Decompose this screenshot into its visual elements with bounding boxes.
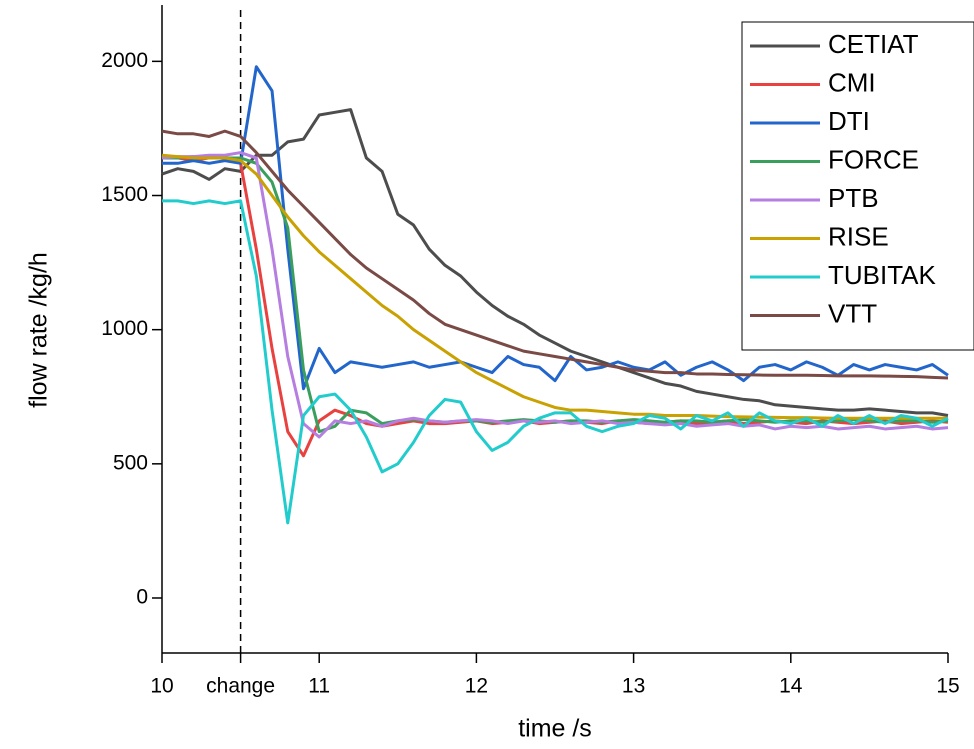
series-line: [161, 151, 949, 439]
x-tick-label: 13: [622, 675, 645, 698]
legend-label: TUBITAK: [828, 260, 937, 290]
legend-label: CETIAT: [828, 29, 919, 59]
x-tick-label: 11: [308, 675, 330, 698]
x-axis-label: time /s: [518, 715, 592, 743]
x-tick-label: 12: [465, 675, 488, 698]
series-line: [161, 108, 949, 418]
legend-label: DTI: [828, 106, 870, 136]
series-line: [161, 153, 948, 420]
legend-label: PTB: [828, 183, 879, 213]
y-axis-label: flow rate /kg/h: [25, 252, 53, 408]
legend-label: FORCE: [828, 144, 919, 174]
x-tick-label: change: [206, 675, 275, 698]
legend-label: RISE: [828, 221, 889, 251]
y-tick-label: 0: [136, 586, 148, 609]
y-tick-label: 2000: [101, 49, 148, 72]
x-tick-label: 10: [150, 675, 173, 698]
y-tick-label: 500: [113, 451, 148, 474]
legend-label: CMI: [828, 67, 876, 97]
series-line: [162, 65, 949, 391]
x-tick-label: 14: [779, 675, 803, 698]
legend-box: [741, 21, 974, 351]
legend-label: VTT: [828, 298, 877, 328]
series-line: [161, 129, 949, 380]
y-tick-label: 1000: [101, 317, 148, 340]
series-line: [162, 199, 949, 525]
y-tick-label: 1500: [101, 183, 148, 206]
x-tick-label: 15: [936, 675, 959, 698]
